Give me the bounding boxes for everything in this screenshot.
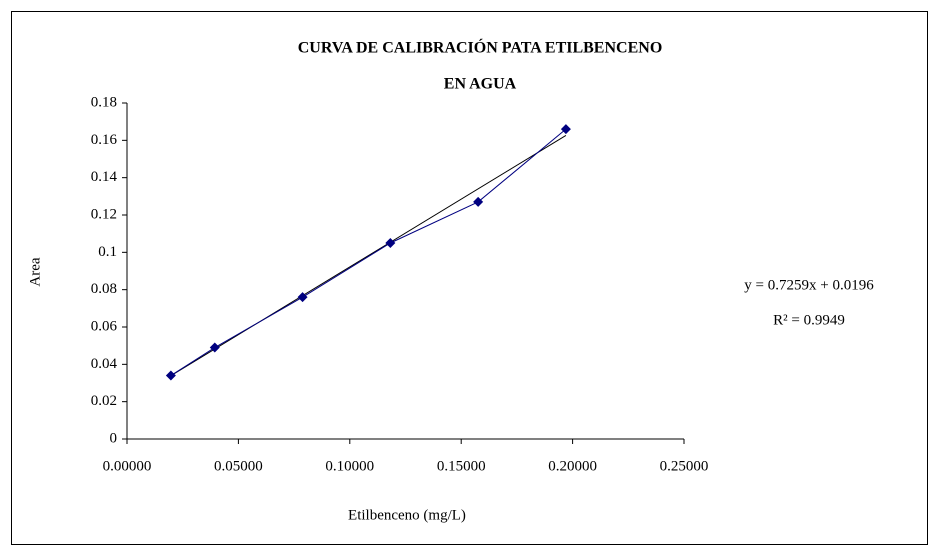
x-tick-label: 0.05000 bbox=[214, 458, 263, 474]
chart-title: CURVA DE CALIBRACIÓN PATA ETILBENCENO bbox=[298, 38, 663, 57]
r-squared: R² = 0.9949 bbox=[773, 312, 845, 328]
y-tick-label: 0.06 bbox=[91, 318, 118, 334]
data-point bbox=[560, 124, 571, 135]
y-tick-label: 0.04 bbox=[91, 356, 118, 372]
y-tick-label: 0.16 bbox=[91, 132, 118, 148]
data-point bbox=[473, 196, 484, 207]
data-point bbox=[165, 370, 176, 381]
trendline bbox=[170, 135, 567, 377]
x-tick-label: 0.20000 bbox=[548, 458, 597, 474]
chart-title: EN AGUA bbox=[444, 76, 517, 93]
y-tick-label: 0.14 bbox=[91, 169, 118, 185]
y-tick-label: 0.08 bbox=[91, 281, 117, 297]
y-tick-label: 0.1 bbox=[98, 244, 117, 260]
y-tick-label: 0.02 bbox=[91, 393, 117, 409]
data-point bbox=[209, 342, 220, 353]
chart-frame bbox=[11, 11, 928, 545]
x-tick-label: 0.00000 bbox=[103, 458, 152, 474]
data-point bbox=[297, 292, 308, 303]
x-axis-label: Etilbenceno (mg/L) bbox=[348, 507, 466, 523]
y-axis-label: Area bbox=[27, 257, 43, 286]
series-line bbox=[170, 128, 567, 376]
trendline-equation: y = 0.7259x + 0.0196 bbox=[744, 277, 874, 293]
x-tick-label: 0.10000 bbox=[325, 458, 374, 474]
y-tick-label: 0 bbox=[110, 430, 118, 446]
data-point bbox=[385, 238, 396, 248]
y-tick-label: 0.18 bbox=[91, 94, 117, 110]
x-tick-label: 0.15000 bbox=[437, 458, 486, 474]
x-tick-label: 0.25000 bbox=[660, 458, 709, 474]
y-tick-label: 0.12 bbox=[91, 206, 117, 222]
